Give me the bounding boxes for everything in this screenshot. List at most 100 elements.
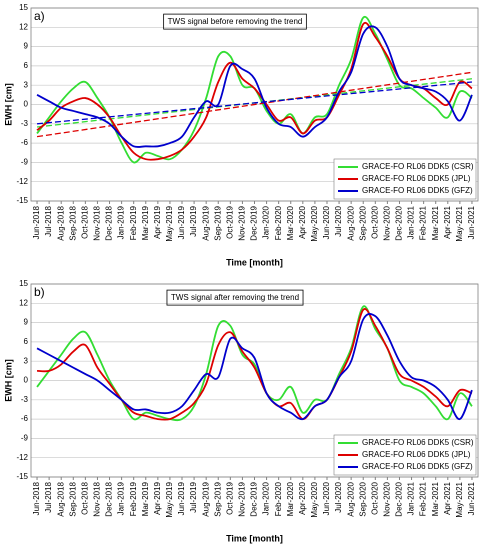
x-tick-label: Jul-2018	[44, 205, 53, 236]
x-tick-label: Mar-2019	[141, 205, 150, 240]
x-tick-label: Dec-2018	[105, 205, 114, 240]
y-tick-label: 15	[19, 279, 28, 288]
x-tick-label: Apr-2021	[443, 205, 452, 238]
y-tick-label: -12	[16, 177, 28, 186]
x-tick-label: Jun-2021	[467, 481, 476, 515]
x-tick-label: Mar-2020	[286, 205, 295, 240]
y-tick-label: -3	[21, 395, 29, 404]
y-tick-label: -12	[16, 453, 28, 462]
legend-label: GRACE-FO RL06 DDK5 (CSR)	[362, 162, 474, 171]
x-tick-label: Jun-2021	[467, 205, 476, 239]
data-line	[36, 25, 473, 148]
y-tick-label: -15	[16, 472, 28, 481]
x-tick-label: Sep-2020	[358, 205, 367, 240]
y-tick-label: -15	[16, 196, 28, 205]
y-axis-title: EWH [cm]	[3, 83, 13, 126]
x-tick-label: Sep-2019	[213, 205, 222, 240]
annotation-box	[166, 289, 304, 306]
y-axis-title: EWH [cm]	[3, 359, 13, 402]
y-tick-label: 6	[24, 337, 29, 346]
x-tick-label: Aug-2020	[346, 205, 355, 240]
y-tick-label: 15	[19, 3, 28, 12]
x-tick-label: Jul-2019	[189, 205, 198, 236]
x-tick-label: Jan-2019	[117, 205, 126, 239]
x-tick-label: Aug-2018	[56, 481, 65, 516]
x-tick-label: Aug-2019	[201, 481, 210, 516]
annotation-box	[163, 13, 307, 30]
x-tick-label: Nov-2019	[238, 481, 247, 516]
x-tick-label: Aug-2019	[201, 205, 210, 240]
x-tick-label: Dec-2019	[250, 205, 259, 240]
x-tick-label: Nov-2020	[383, 481, 392, 516]
x-tick-label: Mar-2019	[141, 481, 150, 516]
x-tick-label: Apr-2021	[443, 481, 452, 514]
annotation: TWS signal before removing the trend	[168, 17, 303, 26]
panel-label: a)	[34, 9, 45, 23]
x-tick-label: Sep-2018	[68, 205, 77, 240]
legend-label: GRACE-FO RL06 DDK5 (GFZ)	[362, 462, 473, 471]
x-tick-label: Sep-2020	[358, 481, 367, 516]
x-tick-label: Nov-2018	[93, 205, 102, 240]
x-tick-label: Feb-2019	[129, 205, 138, 240]
x-tick-label: May-2020	[310, 205, 319, 241]
x-tick-label: Jan-2021	[407, 205, 416, 239]
x-tick-label: Apr-2020	[298, 205, 307, 238]
y-tick-label: 9	[24, 318, 29, 327]
x-tick-label: Oct-2020	[370, 205, 379, 238]
x-axis-title: Time [month]	[226, 257, 283, 267]
x-tick-label: Dec-2020	[395, 481, 404, 516]
x-tick-label: Oct-2020	[370, 481, 379, 514]
y-tick-label: -6	[21, 414, 29, 423]
x-tick-label: May-2019	[165, 205, 174, 241]
x-tick-label: Aug-2018	[56, 205, 65, 240]
x-tick-label: Oct-2018	[80, 205, 89, 238]
x-tick-label: Dec-2018	[105, 481, 114, 516]
x-tick-label: Jun-2020	[322, 481, 331, 515]
x-tick-label: Dec-2020	[395, 205, 404, 240]
x-tick-label: Aug-2020	[346, 481, 355, 516]
x-tick-label: Jan-2021	[407, 481, 416, 515]
data-line	[37, 308, 473, 421]
legend-label: GRACE-FO RL06 DDK5 (CSR)	[362, 438, 474, 447]
x-tick-label: Sep-2019	[213, 481, 222, 516]
x-tick-label: Sep-2018	[68, 481, 77, 516]
legend-label: GRACE-FO RL06 DDK5 (JPL)	[362, 174, 471, 183]
x-tick-label: Nov-2020	[383, 205, 392, 240]
legend-label: GRACE-FO RL06 DDK5 (JPL)	[362, 450, 471, 459]
y-tick-label: 0	[24, 100, 29, 109]
x-tick-label: May-2021	[455, 205, 464, 241]
trend-line	[36, 71, 473, 138]
x-tick-label: Oct-2018	[80, 481, 89, 514]
x-tick-label: Oct-2019	[225, 481, 234, 514]
x-tick-label: Mar-2021	[431, 481, 440, 516]
x-tick-label: Jun-2019	[177, 481, 186, 515]
trend-line	[36, 81, 473, 125]
x-tick-label: May-2019	[165, 481, 174, 517]
panel-label: b)	[34, 285, 45, 299]
x-tick-label: Feb-2021	[419, 205, 428, 240]
legend-label: GRACE-FO RL06 DDK5 (GFZ)	[362, 186, 473, 195]
y-tick-label: 12	[19, 298, 28, 307]
x-tick-label: Jul-2018	[44, 481, 53, 512]
y-tick-label: 3	[24, 356, 29, 365]
x-tick-label: Apr-2019	[153, 205, 162, 238]
y-tick-label: 12	[19, 22, 28, 31]
x-axis-title: Time [month]	[226, 533, 283, 543]
x-tick-label: Jul-2019	[189, 481, 198, 512]
x-tick-label: Apr-2020	[298, 481, 307, 514]
y-tick-label: -9	[21, 158, 29, 167]
x-tick-label: May-2021	[455, 481, 464, 517]
y-tick-label: 3	[24, 80, 29, 89]
x-tick-label: Jan-2019	[117, 481, 126, 515]
data-line	[36, 313, 473, 421]
x-tick-label: Feb-2021	[419, 481, 428, 516]
y-tick-label: 9	[24, 42, 29, 51]
x-tick-label: Oct-2019	[225, 205, 234, 238]
x-tick-label: Jun-2020	[322, 205, 331, 239]
x-tick-label: Apr-2019	[153, 481, 162, 514]
x-tick-label: Feb-2020	[274, 205, 283, 240]
y-tick-label: -6	[21, 138, 29, 147]
data-line	[36, 21, 473, 161]
x-tick-label: Mar-2021	[431, 205, 440, 240]
